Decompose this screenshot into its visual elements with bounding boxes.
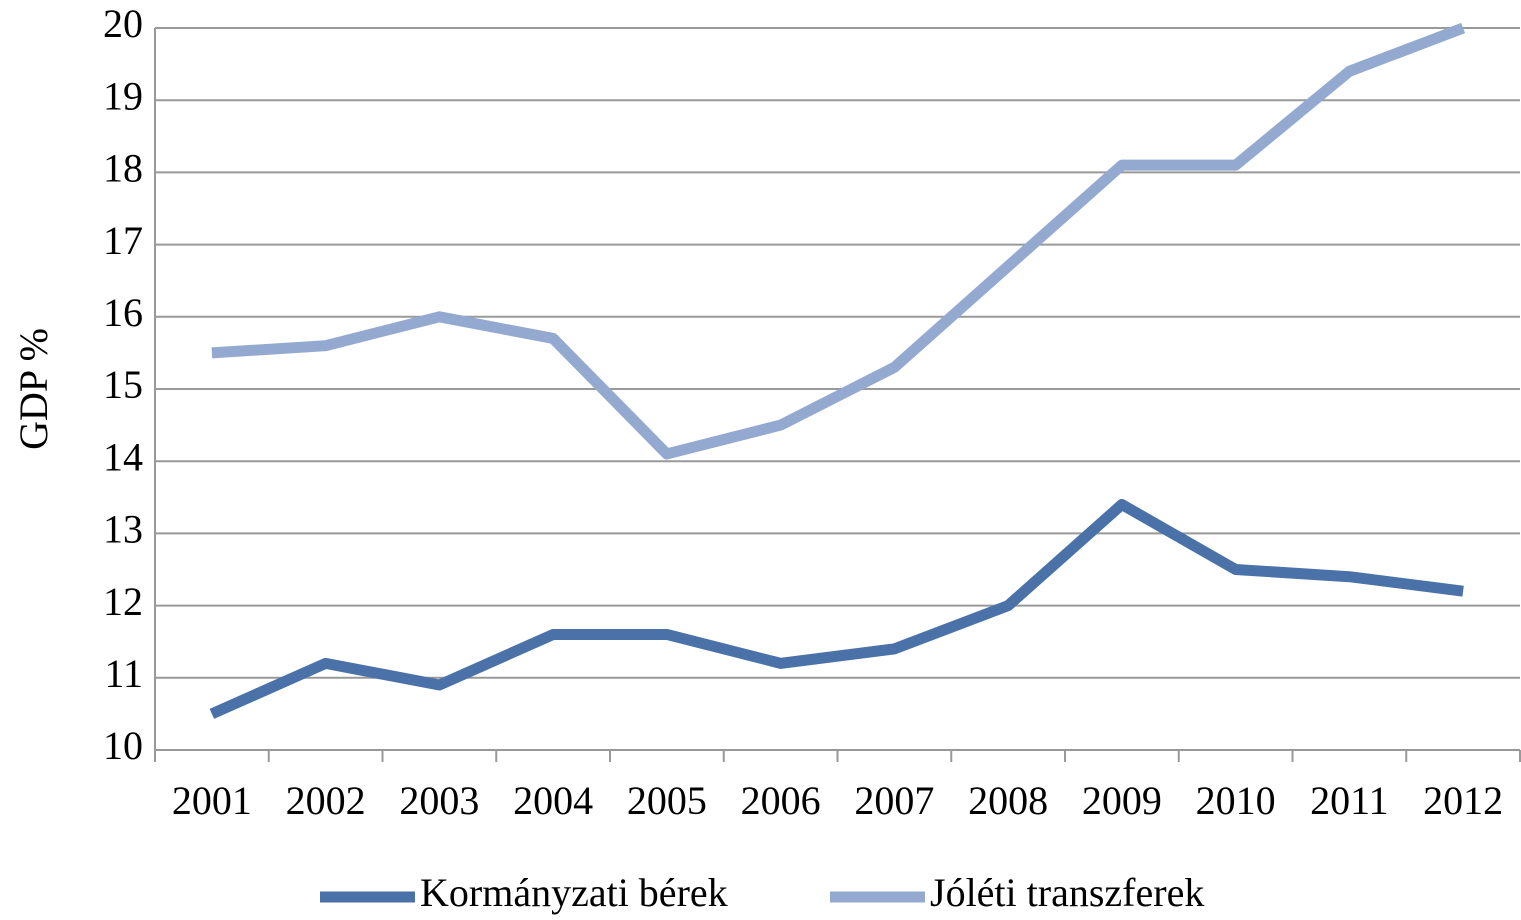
x-tick-label: 2007 xyxy=(854,778,934,823)
x-tick-label: 2010 xyxy=(1196,778,1276,823)
x-tick-label: 2012 xyxy=(1423,778,1503,823)
y-tick-label: 15 xyxy=(103,362,143,407)
y-tick-label: 11 xyxy=(104,651,143,696)
series-line xyxy=(211,22,1466,460)
x-tick-label: 2003 xyxy=(399,778,479,823)
y-tick-label: 13 xyxy=(103,507,143,552)
x-tick-label: 2011 xyxy=(1310,778,1389,823)
y-tick-label: 16 xyxy=(103,290,143,335)
legend-label: Jóléti transzferek xyxy=(930,870,1204,915)
x-tick-label: 2001 xyxy=(172,778,252,823)
legend-label: Kormányzati bérek xyxy=(420,870,728,915)
x-tick-label: 2004 xyxy=(513,778,593,823)
y-tick-label: 14 xyxy=(103,434,143,479)
y-tick-label: 17 xyxy=(103,218,143,263)
x-tick-label: 2008 xyxy=(968,778,1048,823)
x-tick-label: 2002 xyxy=(286,778,366,823)
y-tick-label: 12 xyxy=(103,579,143,624)
x-tick-label: 2005 xyxy=(627,778,707,823)
y-axis-label: GDP % xyxy=(11,328,56,450)
y-tick-label: 19 xyxy=(103,73,143,118)
x-tick-label: 2006 xyxy=(741,778,821,823)
series-line xyxy=(209,499,1464,719)
y-tick-label: 10 xyxy=(103,723,143,768)
x-tick-label: 2009 xyxy=(1082,778,1162,823)
y-tick-label: 20 xyxy=(103,1,143,46)
y-tick-label: 18 xyxy=(103,146,143,191)
